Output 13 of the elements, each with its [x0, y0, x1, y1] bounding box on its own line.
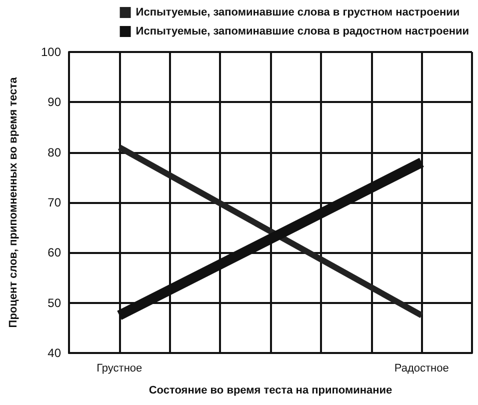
y-axis-title: Процент слов, припомненных во время теста — [8, 76, 20, 328]
y-tick-label: 50 — [48, 296, 62, 310]
legend-label: Испытуемые, запоминавшие слова в радостном настроении — [136, 26, 470, 38]
y-tick-label: 90 — [48, 95, 62, 110]
y-tick-label: 40 — [48, 346, 62, 360]
y-tick-label: 100 — [40, 45, 62, 59]
y-tick-label: 80 — [48, 145, 62, 160]
x-tick-label: Грустное — [96, 362, 142, 374]
x-axis-title: Состояние во время теста на припоминание — [148, 384, 392, 396]
y-tick-label: 70 — [48, 196, 62, 210]
legend-label: Испытуемые, запоминавшие слова в грустном настроении — [136, 6, 460, 18]
x-tick-label: Радостное — [394, 362, 449, 374]
y-tick-label: 60 — [48, 246, 62, 260]
